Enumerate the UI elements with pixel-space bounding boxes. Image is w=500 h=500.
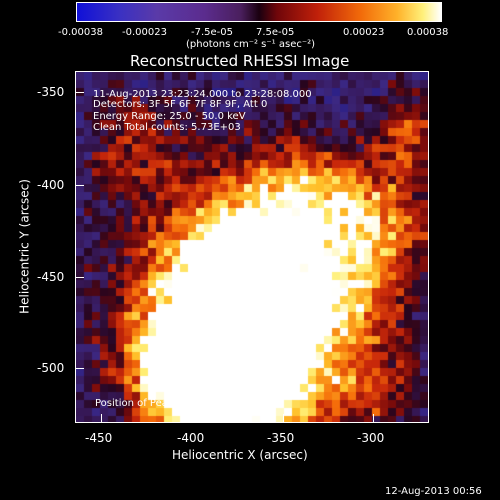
annotation-energy: Energy Range: 25.0 - 50.0 keV — [93, 111, 246, 122]
y-tick — [76, 277, 84, 278]
colorbar-tick-2: -0.00023 — [122, 27, 167, 38]
x-tick-label: -350 — [267, 431, 295, 445]
y-tick — [76, 368, 84, 369]
x-tick — [373, 414, 374, 422]
colorbar-tick-6: 0.00038 — [407, 27, 449, 38]
annotation-peak: Position of Peak = [-365,-444] — [95, 398, 245, 409]
y-tick-label: -400 — [37, 178, 65, 192]
x-tick — [101, 414, 102, 422]
footer-date: 12-Aug-2013 00:56 — [385, 486, 482, 497]
x-axis-label: Heliocentric X (arcsec) — [172, 448, 308, 462]
x-tick-label: -400 — [177, 431, 205, 445]
annotation-detectors: Detectors: 3F 5F 6F 7F 8F 9F, Att 0 — [93, 99, 268, 110]
x-tick-label: -450 — [85, 431, 113, 445]
y-tick — [76, 185, 84, 186]
plot-title: Reconstructed RHESSI Image — [130, 52, 350, 70]
colorbar-tick-4: 7.5e-05 — [256, 27, 295, 38]
annotation-clean: Clean Total counts: 5.73E+03 — [93, 122, 241, 133]
rhessi-image — [76, 72, 428, 422]
colorbar-tick-5: 0.00023 — [343, 27, 385, 38]
x-tick-label: -300 — [357, 431, 385, 445]
y-axis-label: Heliocentric Y (arcsec) — [17, 179, 32, 314]
colorbar — [76, 2, 442, 22]
y-tick-label: -500 — [37, 361, 65, 375]
y-tick-label: -350 — [37, 85, 65, 99]
x-tick — [283, 414, 284, 422]
x-tick — [192, 414, 193, 422]
heatmap-canvas — [76, 72, 428, 422]
annotation-time: 11-Aug-2013 23:23:24.000 to 23:28:08.000 — [93, 89, 312, 100]
y-tick-label: -450 — [37, 270, 65, 284]
y-tick — [76, 92, 84, 93]
colorbar-tick-3: -7.5e-05 — [191, 27, 233, 38]
colorbar-tick-1: -0.00038 — [58, 27, 103, 38]
colorbar-unit-label: (photons cm⁻² s⁻¹ asec⁻²) — [186, 39, 316, 50]
